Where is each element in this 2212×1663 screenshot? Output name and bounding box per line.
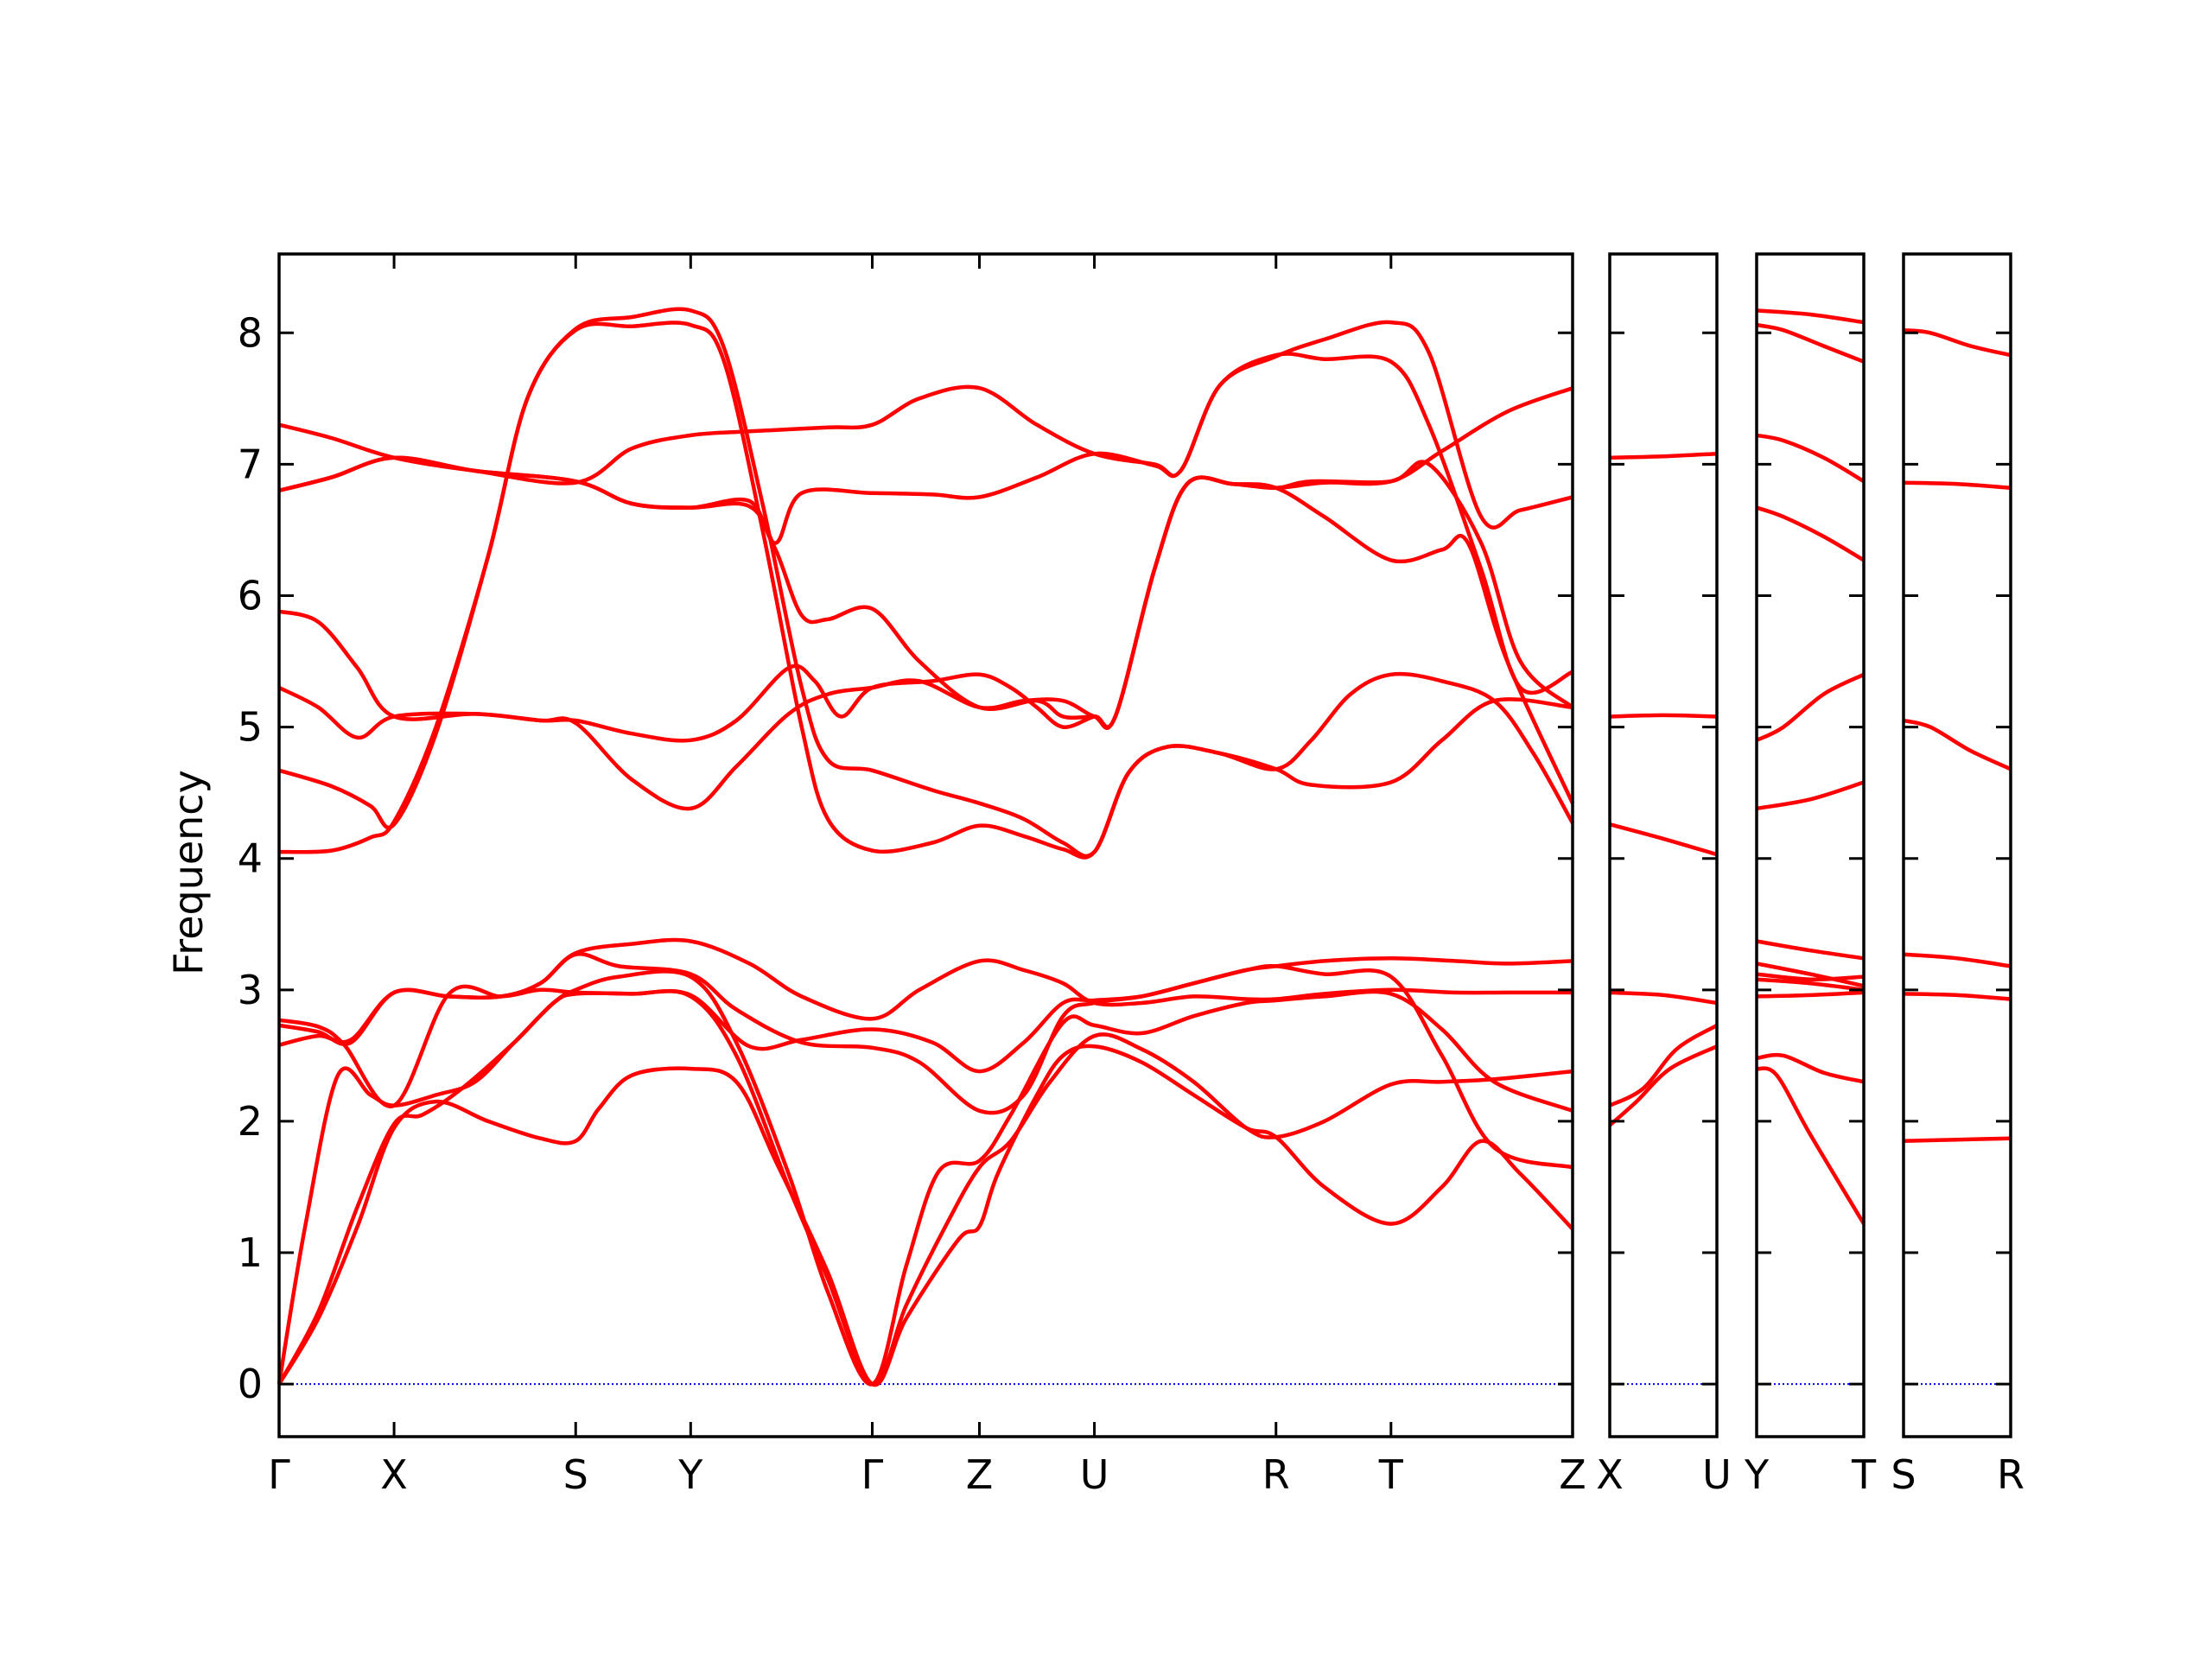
phonon-band-2: [1903, 992, 2012, 1001]
x-tick-label-R: R: [1997, 1451, 2024, 1498]
x-tick-label-R: R: [1262, 1451, 1290, 1498]
phonon-band-13: [1756, 308, 1865, 325]
y-tick-label-2: 2: [238, 1098, 263, 1145]
y-tick-label-7: 7: [238, 441, 263, 487]
x-tick-label-Z: Z: [1559, 1451, 1586, 1498]
phonon-band-10: [278, 475, 1575, 811]
phonon-band-1: [1756, 1066, 1866, 1225]
x-tick-label-U: U: [1702, 1451, 1732, 1498]
phonon-band-12: [1756, 322, 1865, 364]
phonon-band-4: [1609, 822, 1718, 857]
phonon-band-11: [1756, 433, 1866, 484]
phonon-band-3: [1609, 990, 1718, 1006]
phonon-band-6: [1903, 327, 2012, 358]
x-tick-label-T: T: [1378, 1451, 1404, 1498]
phonon-band-3: [1756, 990, 1865, 999]
phonon-band-6: [1756, 962, 1865, 988]
x-tick-label-U: U: [1080, 1451, 1109, 1498]
y-tick-label-3: 3: [238, 967, 263, 1013]
phonon-band-2: [1756, 1052, 1865, 1084]
phonon-band-13: [278, 352, 1573, 695]
phonon-band-7: [1756, 939, 1865, 961]
phonon-band-5: [278, 956, 1573, 1108]
phonon-band-2: [277, 989, 1573, 1387]
panel-frame: [1755, 252, 1866, 1438]
phonon-band-11: [278, 320, 1573, 530]
x-tick-label-T: T: [1851, 1451, 1877, 1498]
phonon-band-3: [1903, 952, 2012, 968]
phonon-band-6: [278, 937, 1573, 1046]
phonon-band-5: [1903, 480, 2012, 491]
phonon-band-4: [1903, 718, 2012, 771]
y-tick-label-0: 0: [238, 1361, 263, 1407]
panel-frame: [1902, 252, 2012, 1438]
phonon-band-10: [1756, 505, 1866, 562]
panel-frame: [1608, 252, 1719, 1438]
phonon-band-9: [277, 460, 1574, 743]
phonon-band-9: [1756, 672, 1865, 742]
x-tick-label-Z: Z: [966, 1451, 994, 1498]
x-tick-label-S: S: [563, 1451, 588, 1498]
x-tick-label-S: S: [1891, 1451, 1916, 1498]
y-tick-label-6: 6: [238, 572, 263, 619]
x-tick-label-X: X: [380, 1451, 408, 1498]
y-axis-label: Frequency: [165, 770, 212, 975]
phonon-band-4: [1756, 977, 1865, 993]
y-tick-label-1: 1: [238, 1229, 263, 1276]
phonon-band-2: [1608, 1023, 1719, 1108]
y-tick-label-5: 5: [238, 704, 263, 751]
phonon-band-5: [1756, 972, 1865, 981]
phonon-band-8: [1756, 780, 1865, 811]
phonon-band-7: [278, 321, 1573, 860]
phonon-band-1: [1608, 1044, 1718, 1127]
y-tick-label-8: 8: [238, 309, 263, 356]
phonon-band-5: [1609, 713, 1718, 719]
phonon-band-1: [1903, 1136, 2012, 1144]
phonon-band-6: [1609, 451, 1718, 460]
x-tick-label-Y: Y: [1744, 1451, 1770, 1498]
x-tick-label-Γ: Γ: [861, 1451, 884, 1498]
panel-frame: [277, 252, 1574, 1438]
x-tick-label-X: X: [1596, 1451, 1624, 1498]
y-tick-label-4: 4: [238, 835, 263, 882]
x-tick-label-Γ: Γ: [268, 1451, 290, 1498]
phonon-band-1: [277, 1044, 1574, 1387]
phonon-band-8: [278, 307, 1574, 859]
phonon-band-3: [276, 969, 1573, 1387]
x-tick-label-Y: Y: [677, 1451, 703, 1498]
